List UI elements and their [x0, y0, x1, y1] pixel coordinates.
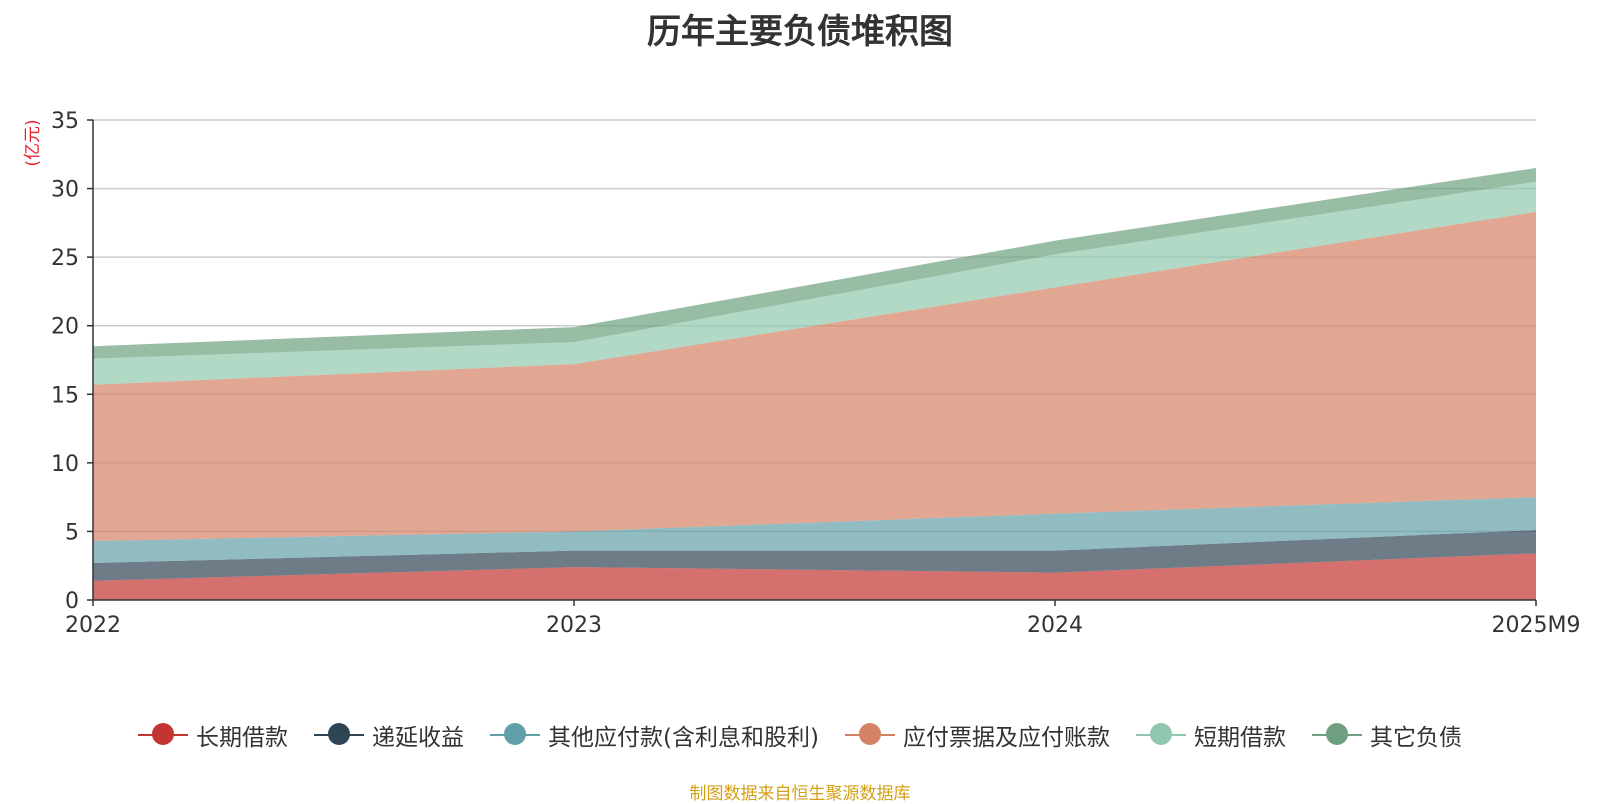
legend-label: 应付票据及应付账款: [902, 725, 1110, 751]
area-series-0[interactable]: [93, 553, 1536, 600]
chart-title: 历年主要负债堆积图: [647, 12, 953, 52]
legend-label: 长期借款: [196, 725, 289, 751]
legend-marker-icon: [490, 723, 541, 745]
y-tick-label-10: 10: [51, 452, 79, 477]
y-tick-label-35: 35: [51, 109, 79, 134]
y-axis-unit-label: (亿元): [23, 119, 43, 166]
legend: 长期借款 递延收益 其他应付款(含利息和股利) 应付票据及应付账款 短期借款 其它负债: [0, 718, 1600, 752]
legend-item-1[interactable]: 递延收益: [314, 718, 464, 752]
stacked-areas: [93, 168, 1536, 600]
area-series-3[interactable]: [93, 211, 1536, 542]
legend-dot-icon: [1149, 723, 1172, 745]
legend-item-3[interactable]: 应付票据及应付账款: [844, 718, 1110, 752]
y-tick-label-25: 25: [51, 246, 79, 271]
x-tick-label-3: 2025M9: [1492, 613, 1581, 638]
legend-marker-icon: [844, 723, 895, 745]
legend-label: 其他应付款(含利息和股利): [548, 725, 819, 751]
legend-label: 其它负债: [1369, 725, 1462, 751]
x-tick-label-2: 2024: [1027, 613, 1083, 638]
legend-marker-icon: [314, 723, 365, 745]
y-tick-label-20: 20: [51, 315, 79, 340]
x-tick-label-1: 2023: [546, 613, 602, 638]
legend-label: 递延收益: [372, 725, 465, 751]
x-tick-label-0: 2022: [65, 613, 121, 638]
legend-marker-icon: [1135, 723, 1186, 745]
legend-marker-icon: [1311, 723, 1362, 745]
y-tick-label-30: 30: [51, 178, 79, 203]
y-tick-label-5: 5: [65, 520, 79, 545]
area-series-2[interactable]: [93, 497, 1536, 563]
legend-item-0[interactable]: 长期借款: [138, 718, 288, 752]
area-series-1[interactable]: [93, 530, 1536, 581]
legend-dot-icon: [152, 723, 175, 745]
source-note: 制图数据来自恒生聚源数据库: [689, 784, 911, 804]
legend-item-4[interactable]: 短期借款: [1135, 718, 1286, 752]
legend-item-5[interactable]: 其它负债: [1311, 718, 1462, 752]
y-tick-label-0: 0: [65, 589, 79, 614]
legend-item-2[interactable]: 其他应付款(含利息和股利): [490, 718, 819, 752]
legend-dot-icon: [1325, 723, 1348, 745]
y-tick-label-15: 15: [51, 383, 79, 408]
legend-dot-icon: [858, 723, 881, 745]
legend-label: 短期借款: [1193, 725, 1286, 751]
area-series-4[interactable]: [93, 181, 1536, 385]
axes: 0 5 10 15 20 25 30 35 2022 2023 2024 2025M9: [51, 109, 1580, 638]
legend-dot-icon: [504, 723, 527, 745]
legend-marker-icon: [138, 723, 189, 745]
legend-dot-icon: [328, 723, 351, 745]
